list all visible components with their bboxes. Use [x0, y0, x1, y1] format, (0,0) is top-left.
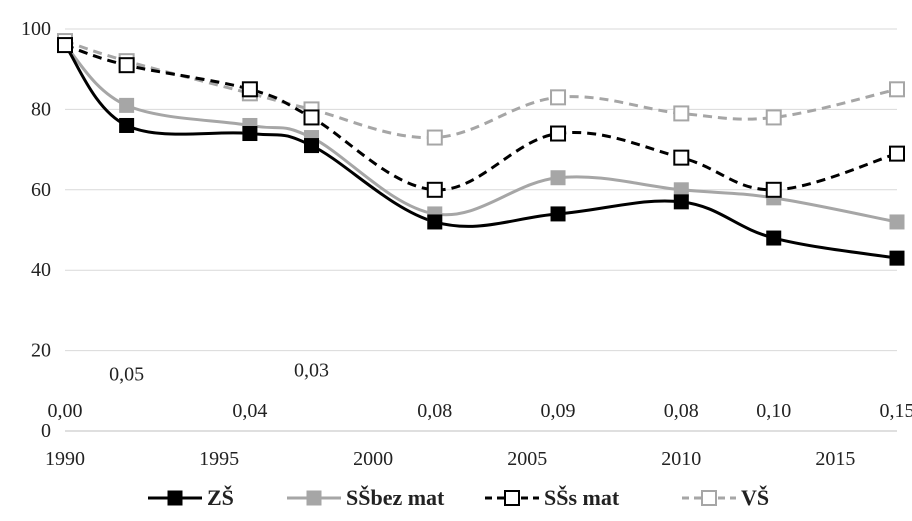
series-line-zs — [63, 44, 898, 260]
data-point-zs — [427, 214, 443, 230]
legend-entry-ssbez-mat: SŠbez mat — [287, 485, 445, 510]
legend-entry-sss-mat: SŠs mat — [485, 485, 620, 510]
data-point-zs — [766, 230, 782, 246]
data-point-vs — [426, 129, 443, 146]
series-markers — [57, 33, 905, 266]
data-point-zs — [889, 250, 905, 266]
data-point-vs — [550, 89, 567, 106]
x-tick-label: 1995 — [199, 448, 239, 470]
data-point-sss-mat — [426, 181, 443, 198]
data-point-ssbez-mat — [550, 170, 566, 186]
legend-swatch-marker — [701, 490, 717, 506]
legend-swatch-marker — [306, 490, 322, 506]
data-point-zs — [304, 138, 320, 154]
data-annotation: 0,08 — [417, 400, 452, 422]
series-lines — [63, 39, 898, 260]
data-point-sss-mat — [550, 125, 567, 142]
legend: ZŠ SŠbez mat SŠs mat VŠ — [148, 485, 769, 510]
x-tick-label: 2005 — [507, 448, 547, 470]
data-annotation: 0,00 — [48, 400, 83, 422]
legend-label: VŠ — [741, 485, 769, 510]
y-tick-label: 20 — [31, 340, 51, 362]
legend-entry-zs: ZŠ — [148, 485, 234, 510]
data-annotation: 0,05 — [109, 364, 144, 386]
data-annotation: 0,04 — [232, 400, 267, 422]
data-point-zs — [119, 117, 135, 133]
y-tick-label: 80 — [31, 98, 51, 120]
legend-label: ZŠ — [207, 485, 234, 510]
data-point-vs — [765, 109, 782, 126]
legend-swatch-marker — [167, 490, 183, 506]
gridlines — [65, 28, 897, 352]
data-point-ssbez-mat — [889, 214, 905, 230]
data-annotation: 0,03 — [294, 360, 329, 382]
y-tick-label: 40 — [31, 259, 51, 281]
data-point-sss-mat — [765, 181, 782, 198]
y-tick-label: 100 — [21, 18, 51, 40]
data-point-zs — [242, 126, 258, 142]
data-point-zs — [550, 206, 566, 222]
x-tick-label: 2015 — [815, 448, 855, 470]
y-tick-label: 0 — [41, 420, 51, 442]
data-point-sss-mat — [673, 149, 690, 166]
data-annotation: 0,15 — [880, 400, 912, 422]
data-point-sss-mat — [303, 109, 320, 126]
legend-swatch-marker — [504, 490, 520, 506]
series-line-sss-mat — [64, 43, 898, 192]
data-point-sss-mat — [241, 81, 258, 98]
legend-entry-vs: VŠ — [682, 485, 769, 510]
x-tick-label: 1990 — [45, 448, 85, 470]
legend-label: SŠbez mat — [346, 485, 445, 510]
data-point-sss-mat — [118, 57, 135, 74]
data-point-ssbez-mat — [119, 97, 135, 113]
data-point-vs — [673, 105, 690, 122]
x-tick-label: 2010 — [661, 448, 701, 470]
axes: 0 20 40 60 80 100 1990 1995 2000 2005 2010 2015 — [21, 18, 897, 470]
legend-label: SŠs mat — [544, 485, 620, 510]
data-annotation: 0,08 — [664, 400, 699, 422]
data-point-sss-mat — [57, 37, 73, 54]
data-point-sss-mat — [889, 145, 905, 162]
data-point-zs — [673, 194, 689, 210]
x-tick-label: 2000 — [353, 448, 393, 470]
data-annotation: 0,10 — [756, 400, 791, 422]
data-point-vs — [889, 81, 905, 98]
annotations: 0,00 0,05 0,04 0,03 0,08 0,09 0,08 0,10 0,15 — [48, 360, 912, 422]
y-tick-label: 60 — [31, 179, 51, 201]
data-annotation: 0,09 — [541, 400, 576, 422]
